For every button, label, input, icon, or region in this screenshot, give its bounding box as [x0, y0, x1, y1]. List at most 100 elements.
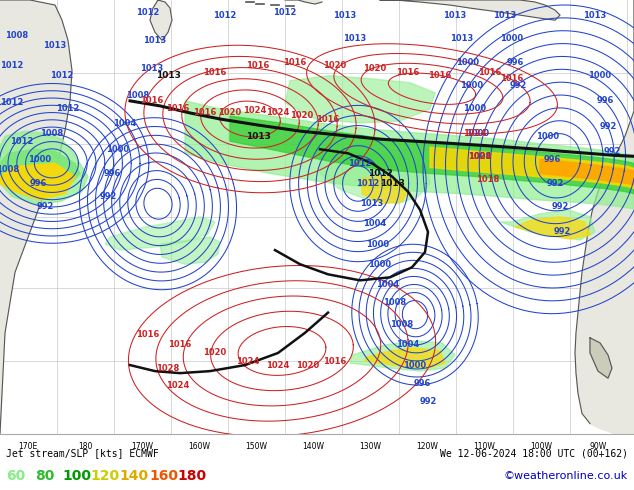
Text: 1008: 1008 [0, 165, 20, 174]
Text: 992: 992 [553, 227, 571, 237]
Text: 992: 992 [419, 397, 437, 406]
Text: 1013: 1013 [443, 11, 467, 20]
Text: 1024: 1024 [166, 381, 190, 390]
Text: 1000: 1000 [588, 71, 612, 80]
Text: 1000: 1000 [500, 34, 524, 43]
Text: 1004: 1004 [363, 220, 387, 228]
Text: 1024: 1024 [469, 152, 492, 161]
Text: 996: 996 [413, 379, 430, 388]
Text: 1024: 1024 [236, 357, 260, 366]
Text: 1016: 1016 [247, 61, 269, 70]
Text: 1020: 1020 [218, 108, 242, 118]
Polygon shape [575, 0, 634, 434]
Text: 1016: 1016 [478, 68, 501, 77]
Text: 1012: 1012 [356, 179, 380, 188]
Text: 1016: 1016 [323, 357, 347, 366]
Polygon shape [0, 0, 72, 434]
Text: 1024: 1024 [463, 128, 487, 138]
Text: 60: 60 [6, 469, 25, 483]
Text: 1016: 1016 [193, 108, 217, 118]
Text: 180: 180 [178, 469, 207, 483]
Text: 120: 120 [91, 469, 120, 483]
Polygon shape [430, 147, 634, 189]
Text: 992: 992 [36, 202, 54, 211]
Polygon shape [380, 0, 560, 20]
Text: 1016: 1016 [166, 104, 190, 113]
Text: 1004: 1004 [113, 119, 136, 127]
Text: 140W: 140W [302, 441, 324, 451]
Text: 992: 992 [552, 202, 569, 211]
Polygon shape [285, 0, 322, 4]
Text: 140: 140 [119, 469, 148, 483]
Text: 100: 100 [62, 469, 91, 483]
Text: 1020: 1020 [363, 64, 387, 73]
Text: 1013: 1013 [140, 64, 164, 73]
Text: 1013: 1013 [155, 71, 181, 80]
Text: 1016: 1016 [500, 74, 524, 83]
Text: 120W: 120W [416, 441, 438, 451]
Polygon shape [285, 75, 435, 123]
Text: 1012: 1012 [348, 159, 372, 168]
Text: 1013: 1013 [43, 41, 67, 50]
Text: 1013: 1013 [333, 11, 356, 20]
Text: 1012: 1012 [136, 8, 160, 17]
Polygon shape [150, 0, 172, 40]
Text: 1013: 1013 [344, 34, 366, 43]
Text: 996: 996 [543, 155, 560, 164]
Text: 1000: 1000 [107, 145, 129, 154]
Text: 1013: 1013 [245, 132, 271, 141]
Polygon shape [320, 151, 430, 204]
Text: 1013: 1013 [380, 179, 404, 188]
Text: 996: 996 [103, 169, 120, 178]
Text: 1016: 1016 [204, 68, 227, 77]
Text: We 12-06-2024 18:00 UTC (00+162): We 12-06-2024 18:00 UTC (00+162) [439, 448, 628, 458]
Text: 1000: 1000 [467, 128, 489, 138]
Polygon shape [230, 116, 634, 194]
Text: 1004: 1004 [396, 341, 420, 349]
Text: 1016: 1016 [283, 58, 307, 67]
Text: 992: 992 [604, 147, 621, 156]
Text: 1008: 1008 [469, 152, 491, 161]
Text: 996: 996 [507, 58, 524, 67]
Text: 1013: 1013 [450, 34, 474, 43]
Text: 1024: 1024 [243, 106, 267, 116]
Text: 992: 992 [547, 179, 564, 188]
Text: 1013: 1013 [583, 11, 607, 20]
Text: 180: 180 [78, 441, 92, 451]
Text: 1000: 1000 [460, 81, 484, 90]
Text: 160: 160 [149, 469, 178, 483]
Text: 996: 996 [597, 97, 614, 105]
Text: Jet stream/SLP [kts] ECMWF: Jet stream/SLP [kts] ECMWF [6, 448, 159, 458]
Text: 170E: 170E [18, 441, 37, 451]
Text: 1013: 1013 [143, 36, 167, 45]
Text: 1012: 1012 [0, 98, 23, 107]
Polygon shape [362, 176, 408, 204]
Text: 1018: 1018 [476, 175, 500, 184]
Text: 992: 992 [599, 122, 617, 130]
Text: 1008: 1008 [41, 128, 63, 138]
Text: 1020: 1020 [296, 361, 320, 369]
Text: 150W: 150W [245, 441, 267, 451]
Text: 1024: 1024 [266, 361, 290, 369]
Text: ©weatheronline.co.uk: ©weatheronline.co.uk [503, 471, 628, 481]
Text: 1016: 1016 [168, 341, 191, 349]
Text: 1000: 1000 [368, 260, 392, 269]
Text: 130W: 130W [359, 441, 381, 451]
Polygon shape [540, 159, 634, 185]
Text: 1012: 1012 [56, 104, 80, 113]
Text: 996: 996 [29, 179, 47, 188]
Text: 1012: 1012 [273, 8, 297, 17]
Text: 80: 80 [35, 469, 55, 483]
Text: 1013: 1013 [493, 11, 517, 20]
Text: 1008: 1008 [6, 31, 29, 40]
Polygon shape [0, 163, 75, 200]
Text: 1016: 1016 [140, 97, 164, 105]
Polygon shape [590, 338, 612, 378]
Text: 90W: 90W [590, 441, 607, 451]
Text: 1008: 1008 [126, 91, 150, 100]
Text: 1016: 1016 [136, 330, 160, 339]
Text: 992: 992 [100, 192, 117, 201]
Text: 1016: 1016 [429, 71, 451, 80]
Text: 1000: 1000 [403, 361, 427, 369]
Text: 1020: 1020 [323, 61, 347, 70]
